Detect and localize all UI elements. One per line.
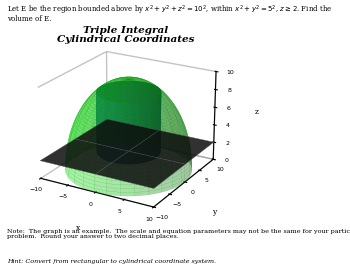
Text: Hint: Convert from rectangular to cylindrical coordinate system.: Hint: Convert from rectangular to cylind… <box>7 259 216 264</box>
Text: Triple Integral: Triple Integral <box>83 26 169 35</box>
Y-axis label: y: y <box>212 207 216 216</box>
X-axis label: x: x <box>76 224 80 232</box>
Text: Cylindrical Coordinates: Cylindrical Coordinates <box>57 35 195 44</box>
Text: volume of E.: volume of E. <box>7 15 51 23</box>
Text: Note:  The graph is an example.  The scale and equation parameters may not be th: Note: The graph is an example. The scale… <box>7 229 350 239</box>
Text: Let E be the region bounded above by $x^2 + y^2 + z^2 = 10^2$, within $x^2 + y^2: Let E be the region bounded above by $x^… <box>7 4 332 17</box>
